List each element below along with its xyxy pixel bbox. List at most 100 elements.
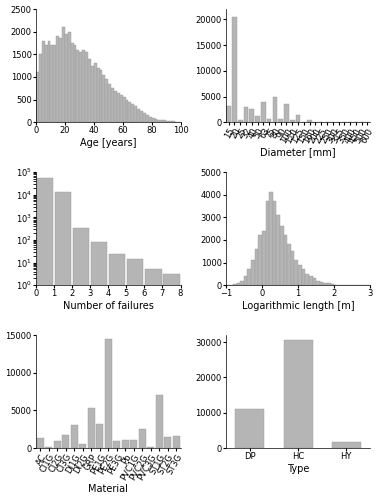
Bar <box>71 425 78 448</box>
Bar <box>291 252 295 285</box>
Bar <box>130 440 137 448</box>
Bar <box>262 231 266 285</box>
Bar <box>284 104 289 122</box>
Bar <box>120 95 123 122</box>
Bar <box>59 38 62 122</box>
Bar <box>164 437 171 448</box>
Bar <box>166 121 169 122</box>
Bar <box>88 408 94 448</box>
Bar <box>307 120 312 122</box>
Bar <box>97 68 99 122</box>
Bar <box>145 270 162 500</box>
Bar <box>139 430 146 448</box>
Bar <box>240 280 244 285</box>
Bar <box>91 242 107 500</box>
Bar <box>332 442 361 448</box>
Bar <box>117 93 120 122</box>
Bar <box>109 254 125 500</box>
Bar <box>53 46 56 122</box>
Bar <box>323 283 327 285</box>
Bar <box>36 72 39 122</box>
Bar <box>140 111 143 122</box>
Bar <box>267 118 271 122</box>
Bar <box>152 118 155 122</box>
Bar <box>298 265 302 285</box>
Bar <box>62 436 69 448</box>
Bar <box>39 54 42 122</box>
Bar <box>85 52 88 122</box>
Bar <box>96 424 103 448</box>
Bar <box>94 64 97 122</box>
Bar <box>226 106 231 122</box>
Bar <box>238 120 243 122</box>
Bar <box>163 120 166 122</box>
Bar <box>74 46 77 122</box>
Bar <box>65 34 68 122</box>
Bar <box>91 66 94 122</box>
X-axis label: Material: Material <box>88 484 128 494</box>
Bar <box>280 226 283 285</box>
Bar <box>77 50 79 122</box>
Bar <box>37 438 44 448</box>
Bar <box>45 46 48 122</box>
Bar <box>258 236 262 285</box>
Bar <box>316 280 320 285</box>
Bar <box>128 102 131 122</box>
Bar <box>137 108 140 122</box>
Bar <box>279 118 283 122</box>
Bar <box>266 202 269 285</box>
Bar <box>261 102 266 122</box>
Bar <box>54 440 61 448</box>
Bar <box>251 260 255 285</box>
Bar <box>295 260 298 285</box>
Bar <box>290 120 295 122</box>
X-axis label: Diameter [mm]: Diameter [mm] <box>260 148 336 158</box>
Bar <box>269 192 273 285</box>
Bar <box>232 17 237 122</box>
Bar <box>283 340 312 448</box>
Bar <box>82 50 85 122</box>
Bar <box>273 96 277 122</box>
Bar <box>157 120 160 122</box>
Bar <box>334 284 338 285</box>
Bar <box>50 46 53 122</box>
Bar <box>312 278 316 285</box>
Bar <box>79 444 86 448</box>
Bar <box>102 74 106 122</box>
Bar <box>169 121 172 122</box>
Bar <box>42 40 45 122</box>
Bar <box>309 276 312 285</box>
Bar <box>143 113 146 122</box>
Bar <box>134 106 137 122</box>
Bar <box>48 40 50 122</box>
Bar <box>127 258 144 500</box>
X-axis label: Number of failures: Number of failures <box>63 301 154 311</box>
Bar <box>305 274 309 285</box>
Bar <box>302 270 305 285</box>
Bar <box>56 36 59 122</box>
Bar <box>255 249 258 285</box>
Bar <box>155 118 157 122</box>
Bar <box>105 339 112 448</box>
X-axis label: Logarithmic length [m]: Logarithmic length [m] <box>242 301 354 311</box>
Bar <box>79 52 82 122</box>
Bar <box>62 27 65 122</box>
Bar <box>287 244 291 285</box>
Bar <box>331 284 334 285</box>
Bar <box>237 283 240 285</box>
Bar <box>108 84 111 122</box>
Bar <box>114 440 120 448</box>
Bar <box>122 440 129 448</box>
Bar <box>73 228 89 500</box>
Bar <box>99 70 102 122</box>
Bar <box>244 276 247 285</box>
X-axis label: Type: Type <box>287 464 309 474</box>
Bar <box>276 215 280 285</box>
Bar <box>250 110 254 122</box>
Bar <box>247 270 251 285</box>
Bar <box>68 32 70 122</box>
Bar <box>327 284 331 285</box>
Bar <box>106 79 108 122</box>
Bar <box>255 116 260 122</box>
Bar <box>126 100 128 122</box>
